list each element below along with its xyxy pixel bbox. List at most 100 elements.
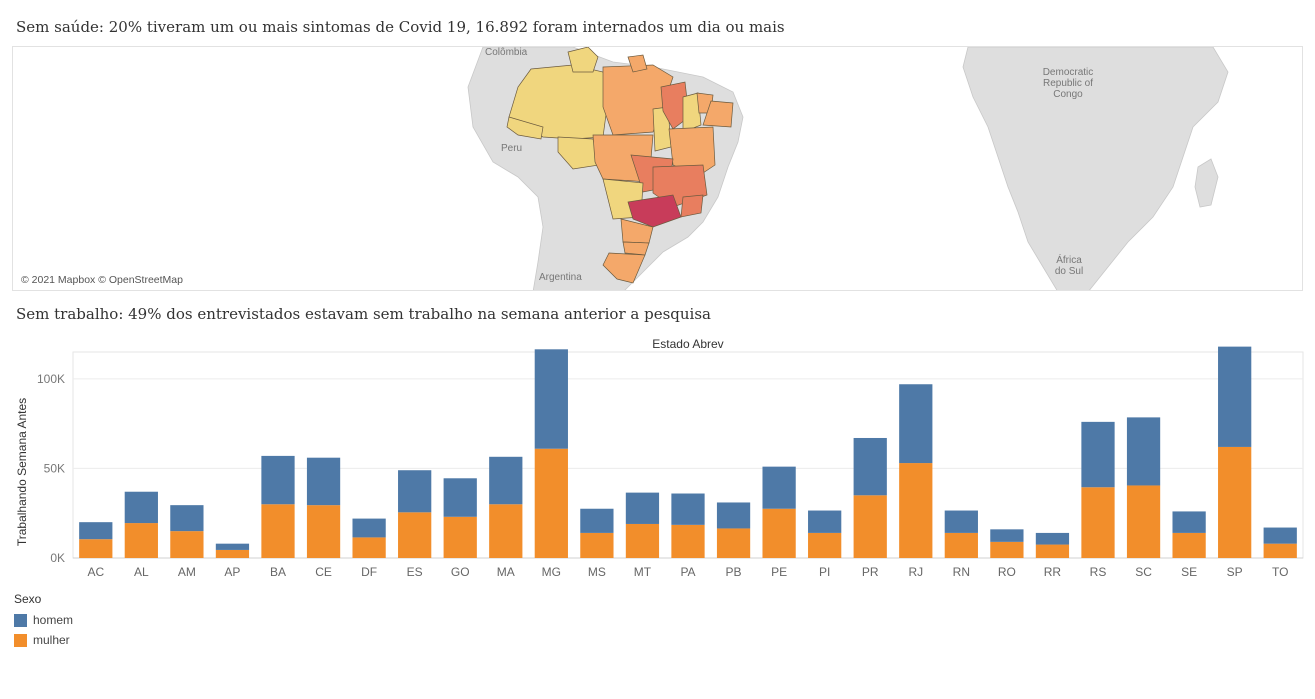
- bar-al-mulher[interactable]: [124, 523, 158, 558]
- legend-swatch-mulher: [14, 633, 27, 647]
- bar-rs-homem[interactable]: [1081, 421, 1115, 488]
- bar-es-homem[interactable]: [398, 470, 432, 513]
- state-ma[interactable]: [660, 81, 690, 130]
- brazil-states: [506, 47, 734, 284]
- legend-item-homem[interactable]: homem: [14, 610, 73, 630]
- bar-pa-mulher[interactable]: [671, 524, 705, 558]
- legend-label-homem: homem: [33, 613, 74, 627]
- x-tick-label-sc: SC: [1135, 565, 1152, 579]
- x-tick-label-pr: PR: [862, 565, 879, 579]
- x-tick-label-se: SE: [1181, 565, 1197, 579]
- axis-layer: 0K 50K 100K AC AL AM AP BA CE DF ES GO MA MG MS MT PA PB P…: [37, 372, 1288, 579]
- map-attribution: © 2021 Mapbox © OpenStreetMap: [21, 274, 183, 286]
- state-pi[interactable]: [682, 92, 702, 133]
- bar-se-homem[interactable]: [1172, 511, 1206, 533]
- x-tick-label-ms: MS: [588, 565, 606, 579]
- state-ac[interactable]: [506, 116, 544, 140]
- bar-pe-homem[interactable]: [762, 466, 796, 509]
- bar-pe-mulher[interactable]: [762, 508, 796, 558]
- bar-am-mulher[interactable]: [170, 531, 204, 558]
- bar-ap-homem[interactable]: [215, 543, 250, 550]
- x-tick-label-df: DF: [361, 565, 377, 579]
- x-tick-label-ac: AC: [87, 565, 104, 579]
- bar-ba-mulher[interactable]: [261, 504, 295, 558]
- legend-swatch-homem: [14, 613, 27, 627]
- bar-al-homem[interactable]: [124, 491, 158, 524]
- legend-item-mulher[interactable]: mulher: [14, 630, 73, 650]
- y-tick-label: 100K: [37, 372, 65, 386]
- x-tick-label-pa: PA: [680, 565, 695, 579]
- bar-df-mulher[interactable]: [352, 537, 386, 558]
- bar-pb-homem[interactable]: [716, 502, 751, 529]
- legend-title: Sexo: [14, 592, 42, 606]
- y-tick-label: 50K: [44, 461, 65, 475]
- brazil-map[interactable]: Colômbia Peru Argentina Democratic Repub…: [12, 46, 1303, 291]
- state-ap[interactable]: [627, 54, 648, 73]
- bar-to-homem[interactable]: [1263, 527, 1297, 544]
- x-tick-label-rs: RS: [1090, 565, 1107, 579]
- bar-es-mulher[interactable]: [398, 512, 432, 558]
- x-tick-label-to: TO: [1272, 565, 1288, 579]
- bar-ro-mulher[interactable]: [990, 541, 1024, 558]
- bar-ma-homem[interactable]: [489, 456, 523, 505]
- bar-sp-homem[interactable]: [1218, 346, 1252, 447]
- map-canvas[interactable]: [13, 47, 1303, 291]
- bar-pa-homem[interactable]: [671, 493, 705, 525]
- state-rj-es[interactable]: [680, 194, 704, 218]
- bar-mt-homem[interactable]: [625, 492, 660, 524]
- bar-ap-mulher[interactable]: [215, 549, 250, 558]
- state-sp[interactable]: [627, 194, 682, 228]
- bar-rn-homem[interactable]: [944, 510, 978, 533]
- bar-layer: [79, 346, 1297, 558]
- madagascar-land: [1194, 158, 1219, 208]
- bar-ac-mulher[interactable]: [79, 539, 113, 558]
- bar-to-mulher[interactable]: [1263, 543, 1297, 558]
- bar-rn-mulher[interactable]: [944, 532, 978, 558]
- bar-df-homem[interactable]: [352, 518, 386, 538]
- bar-pr-homem[interactable]: [853, 437, 887, 496]
- bar-rr-mulher[interactable]: [1035, 544, 1070, 558]
- bar-pr-mulher[interactable]: [853, 495, 887, 558]
- bar-ma-mulher[interactable]: [489, 504, 523, 558]
- bar-pi-homem[interactable]: [808, 510, 842, 533]
- bar-sc-homem[interactable]: [1126, 417, 1161, 486]
- bar-go-homem[interactable]: [443, 478, 477, 517]
- state-sc[interactable]: [622, 241, 650, 256]
- bar-chart: Estado Abrev Trabalhando Semana Antes 0K…: [15, 337, 1304, 579]
- bar-se-mulher[interactable]: [1172, 532, 1206, 558]
- bar-rs-mulher[interactable]: [1081, 487, 1115, 558]
- bar-ce-homem[interactable]: [306, 457, 341, 506]
- state-ro[interactable]: [557, 136, 600, 170]
- state-rs[interactable]: [602, 252, 646, 284]
- bar-rr-homem[interactable]: [1035, 532, 1070, 545]
- bar-sp-mulher[interactable]: [1218, 446, 1252, 558]
- bar-mg-mulher[interactable]: [534, 448, 568, 558]
- bar-rj-homem[interactable]: [899, 384, 933, 464]
- bar-sc-mulher[interactable]: [1126, 485, 1161, 558]
- x-tick-label-rj: RJ: [908, 565, 923, 579]
- bar-rj-mulher[interactable]: [899, 463, 933, 558]
- bar-go-mulher[interactable]: [443, 516, 477, 558]
- bar-am-homem[interactable]: [170, 505, 204, 532]
- bar-pb-mulher[interactable]: [716, 528, 751, 558]
- x-tick-label-pi: PI: [819, 565, 830, 579]
- bar-ms-mulher[interactable]: [580, 532, 614, 558]
- x-tick-label-mg: MG: [542, 565, 561, 579]
- map-label-peru: Peru: [501, 143, 523, 154]
- map-label-south-africa: África do Sul: [1054, 255, 1084, 277]
- bar-pi-mulher[interactable]: [808, 532, 842, 558]
- bar-mt-mulher[interactable]: [625, 523, 660, 558]
- bar-title: Sem trabalho: 49% dos entrevistados esta…: [16, 305, 711, 323]
- x-tick-label-ro: RO: [998, 565, 1016, 579]
- legend: Sexo homem mulher: [14, 592, 73, 650]
- state-rn-pb-pe[interactable]: [702, 100, 734, 128]
- bar-ac-homem[interactable]: [79, 522, 113, 540]
- x-tick-label-rr: RR: [1044, 565, 1062, 579]
- bar-ms-homem[interactable]: [580, 508, 614, 533]
- state-rr[interactable]: [567, 47, 599, 73]
- bar-mg-homem[interactable]: [534, 349, 568, 449]
- x-tick-label-rn: RN: [953, 565, 970, 579]
- bar-ba-homem[interactable]: [261, 455, 295, 505]
- bar-ro-homem[interactable]: [990, 529, 1024, 542]
- bar-ce-mulher[interactable]: [306, 505, 341, 558]
